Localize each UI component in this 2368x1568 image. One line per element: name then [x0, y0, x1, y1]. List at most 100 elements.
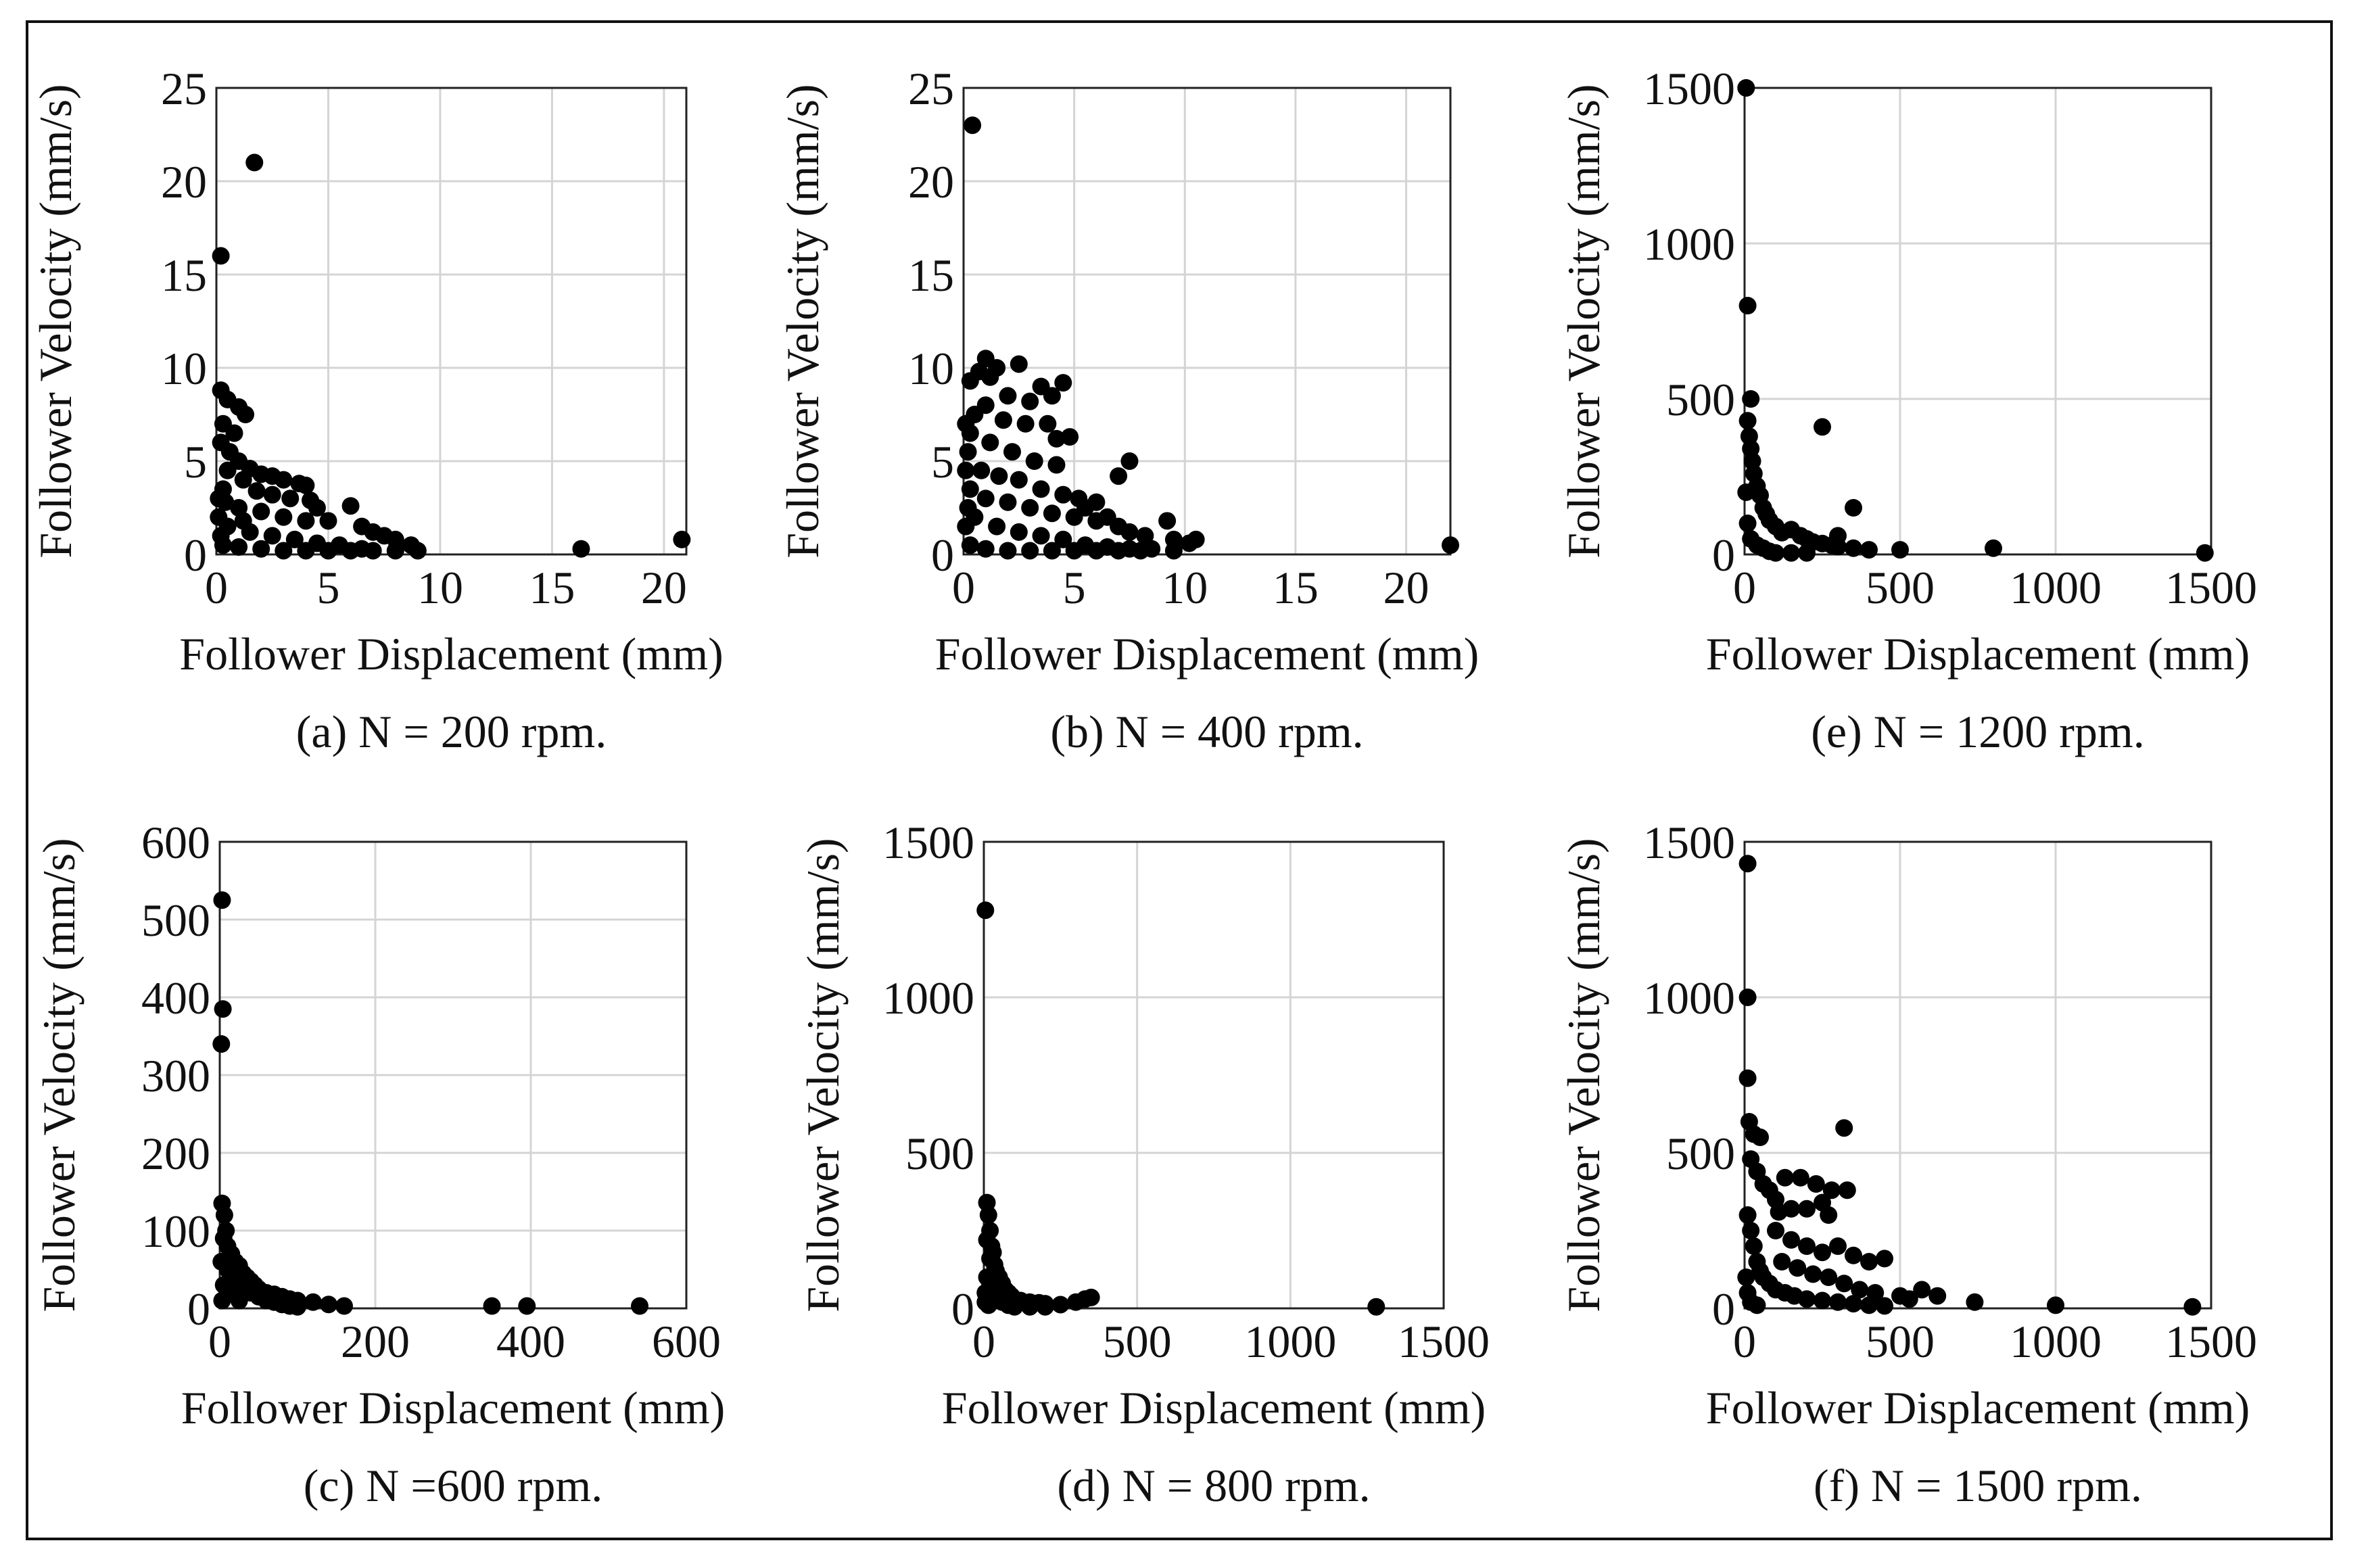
data-point [245, 153, 264, 172]
data-point [1807, 1175, 1825, 1193]
data-point [1767, 544, 1784, 562]
data-point [1738, 1069, 1757, 1087]
data-point [341, 542, 360, 560]
data-point [1082, 1288, 1100, 1306]
chart-d: 0 500 1000 1500 0 500 1000 1500 Follower Displac… [797, 817, 1490, 1511]
data-point [1047, 429, 1066, 448]
chart-a: 0 5 10 15 20 0 5 10 15 20 25 Follower Displacement … [30, 63, 724, 757]
data-point [252, 540, 270, 558]
data-point [1860, 1253, 1878, 1270]
data-point [1021, 542, 1039, 560]
data-point [234, 512, 252, 530]
data-point [1820, 1268, 1838, 1286]
data-point [263, 485, 281, 504]
data-point [1164, 542, 1183, 560]
plot-frame [1743, 840, 2212, 1310]
data-point [1039, 414, 1057, 433]
data-point [230, 1291, 248, 1310]
y-tick-label: 0 [184, 529, 207, 581]
x-tick-label: 200 [341, 1316, 410, 1367]
x-tick-label: 1000 [2010, 1316, 2102, 1367]
x-tick-label: 15 [529, 562, 575, 613]
data-point [1738, 989, 1757, 1006]
y-tick-label: 1000 [1643, 972, 1735, 1024]
data-point [1798, 1290, 1816, 1308]
data-point [1061, 428, 1079, 446]
y-tick-label: 500 [141, 895, 210, 946]
data-point [275, 508, 293, 526]
data-point [1845, 539, 1862, 557]
data-point [957, 414, 975, 433]
data-point [1010, 471, 1028, 489]
data-point [994, 411, 1012, 429]
data-point [263, 527, 281, 545]
data-point [1860, 541, 1878, 559]
data-point [218, 461, 237, 479]
x-axis-label: Follower Displacement (mm) [1706, 628, 2250, 680]
data-point [631, 1297, 648, 1315]
chart-e: 0 500 1000 1500 0 500 1000 1500 Follower Displac… [1558, 63, 2257, 757]
subplot-caption: (e) N = 1200 rpm. [1811, 706, 2144, 757]
data-point [999, 542, 1017, 560]
data-point [252, 502, 270, 521]
data-point [1738, 855, 1757, 873]
data-point [1798, 544, 1816, 562]
data-point [1016, 414, 1035, 433]
data-point [1820, 1206, 1838, 1224]
data-point [1814, 1243, 1831, 1262]
plot-frame [982, 840, 1445, 1310]
x-tick-label: 600 [652, 1316, 721, 1367]
y-tick-label: 0 [931, 529, 954, 581]
subplot-caption: (f) N = 1500 rpm. [1814, 1460, 2142, 1511]
data-point [1737, 483, 1755, 501]
data-point [275, 471, 293, 489]
chart-c: 0 200 400 600 0 100 200 300 400 500 600 Follower Di… [33, 817, 725, 1511]
data-point [957, 517, 975, 536]
data-point [1003, 443, 1021, 461]
data-point [1036, 1298, 1054, 1316]
data-point [1087, 542, 1106, 560]
data-point [981, 433, 999, 452]
data-point [308, 499, 326, 517]
data-point [1822, 1181, 1841, 1199]
x-tick-label: 1500 [2165, 562, 2257, 613]
data-point [247, 482, 266, 500]
data-point [976, 490, 995, 508]
y-tick-label: 200 [141, 1128, 210, 1179]
y-tick-label: 20 [908, 156, 954, 208]
data-point [230, 538, 248, 556]
data-point [1110, 467, 1128, 485]
data-point [212, 1035, 231, 1053]
data-point [1835, 1119, 1853, 1137]
data-point [999, 387, 1017, 405]
data-point [1737, 79, 1755, 97]
data-point [1776, 1168, 1794, 1187]
y-axis-label: Follower Velocity (mm/s) [33, 838, 85, 1312]
data-point [215, 1206, 233, 1224]
data-point [999, 493, 1017, 511]
data-point [976, 901, 995, 920]
data-point [225, 424, 243, 442]
data-point [1876, 1250, 1893, 1268]
data-point [1005, 1298, 1024, 1316]
data-point [1782, 544, 1800, 562]
y-axis-label: Follower Velocity (mm/s) [30, 84, 81, 558]
data-point [1913, 1281, 1931, 1299]
data-point [408, 542, 427, 560]
data-point [961, 480, 979, 498]
data-point [237, 406, 255, 423]
data-point [959, 443, 977, 461]
y-axis-label: Follower Velocity (mm/s) [797, 838, 849, 1312]
data-point [2183, 1298, 2202, 1316]
y-tick-label: 500 [905, 1128, 974, 1179]
data-point [1187, 530, 1205, 548]
x-tick-label: 20 [641, 562, 687, 613]
data-point [335, 1297, 353, 1315]
data-point [1032, 527, 1050, 545]
data-point [341, 497, 360, 515]
y-axis-label: Follower Velocity (mm/s) [1558, 84, 1609, 558]
chart-f: 0 500 1000 1500 0 500 1000 1500 Follower Displac… [1558, 817, 2257, 1511]
data-point [216, 493, 235, 511]
data-point [1158, 512, 1177, 530]
data-point [234, 471, 252, 489]
